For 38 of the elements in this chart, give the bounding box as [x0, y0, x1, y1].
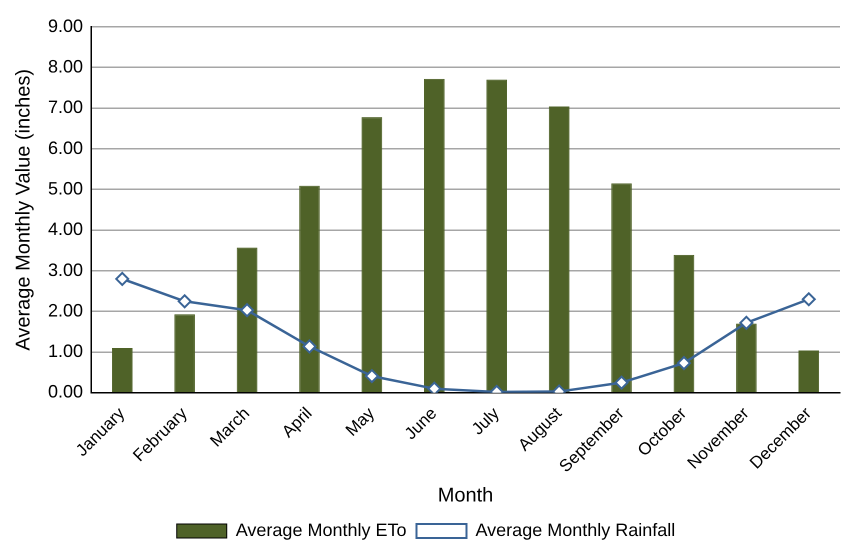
y-axis-title: Average Monthly Value (inches)	[12, 68, 35, 351]
x-tick-label: May	[342, 403, 378, 440]
bar	[798, 350, 820, 392]
bar	[548, 106, 570, 392]
legend-label: Average Monthly ETo	[236, 520, 406, 540]
bar	[362, 117, 382, 392]
y-tick-label: 6.00	[48, 138, 84, 158]
bar	[174, 314, 195, 392]
y-tick-label: 7.00	[48, 97, 84, 118]
bar	[486, 80, 508, 392]
bar	[236, 248, 258, 392]
point	[240, 303, 254, 318]
point	[614, 376, 629, 390]
legend-label: Average Monthly Rainfall	[475, 520, 676, 540]
bar	[299, 186, 320, 392]
point	[676, 356, 691, 370]
y-tick-label: 9.00	[48, 16, 84, 36]
bar	[424, 78, 445, 392]
point	[302, 339, 316, 354]
point	[427, 382, 442, 393]
y-tick-label: 3.00	[48, 260, 84, 280]
point	[364, 369, 379, 384]
point	[178, 294, 192, 308]
y-tick-label: 0.00	[48, 382, 84, 402]
x-axis-title: Month	[438, 484, 494, 507]
bar	[112, 348, 133, 392]
point	[802, 292, 816, 306]
point	[115, 272, 130, 286]
y-tick-label: 5.00	[48, 178, 84, 198]
y-tick-label: 2.00	[48, 300, 84, 320]
bar	[736, 324, 757, 392]
bar	[611, 183, 632, 392]
y-tick-label: 8.00	[48, 56, 84, 76]
point	[739, 316, 754, 330]
y-tick-label: 1.00	[48, 341, 84, 362]
y-tick-label: 4.00	[48, 219, 84, 240]
bar	[674, 254, 694, 392]
x-tick-label: July	[468, 403, 504, 439]
